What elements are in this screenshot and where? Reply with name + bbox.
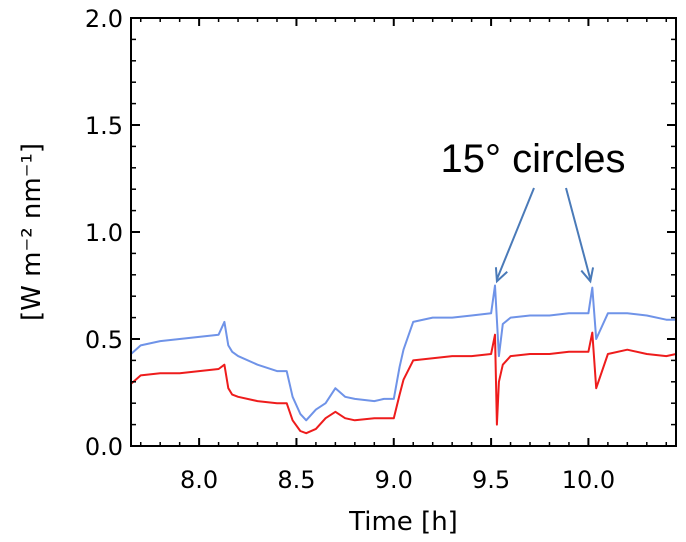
y-axis-title: [W m⁻² nm⁻¹] [17, 143, 47, 321]
y-axis-ticks: 0.0 0.5 1.0 1.5 2.0 [85, 5, 676, 461]
y-tick-label: 1.5 [85, 112, 123, 140]
x-tick-label: 9.5 [472, 466, 510, 494]
y-tick-label: 0.5 [85, 326, 123, 354]
red-series-line [130, 331, 677, 435]
x-tick-label: 10.0 [562, 466, 615, 494]
annotation-group: 15° circles [441, 137, 626, 284]
x-axis-ticks: 8.0 8.5 9.0 9.5 10.0 [139, 18, 668, 494]
y-tick-label: 0.0 [85, 433, 123, 461]
x-tick-label: 9.0 [375, 466, 413, 494]
series-group [130, 284, 677, 435]
annotation-arrow-line [496, 187, 535, 280]
x-tick-label: 8.5 [277, 466, 315, 494]
annotation-arrow-line [565, 187, 592, 280]
y-tick-label: 1.0 [85, 219, 123, 247]
x-tick-label: 8.0 [180, 466, 218, 494]
annotation-arrowhead [580, 267, 595, 284]
blue-series-line [130, 284, 676, 422]
y-tick-label: 2.0 [85, 5, 123, 33]
annotation-label: 15° circles [441, 137, 626, 181]
x-axis-title: Time [h] [348, 507, 458, 537]
annotation-arrowhead [494, 267, 508, 284]
